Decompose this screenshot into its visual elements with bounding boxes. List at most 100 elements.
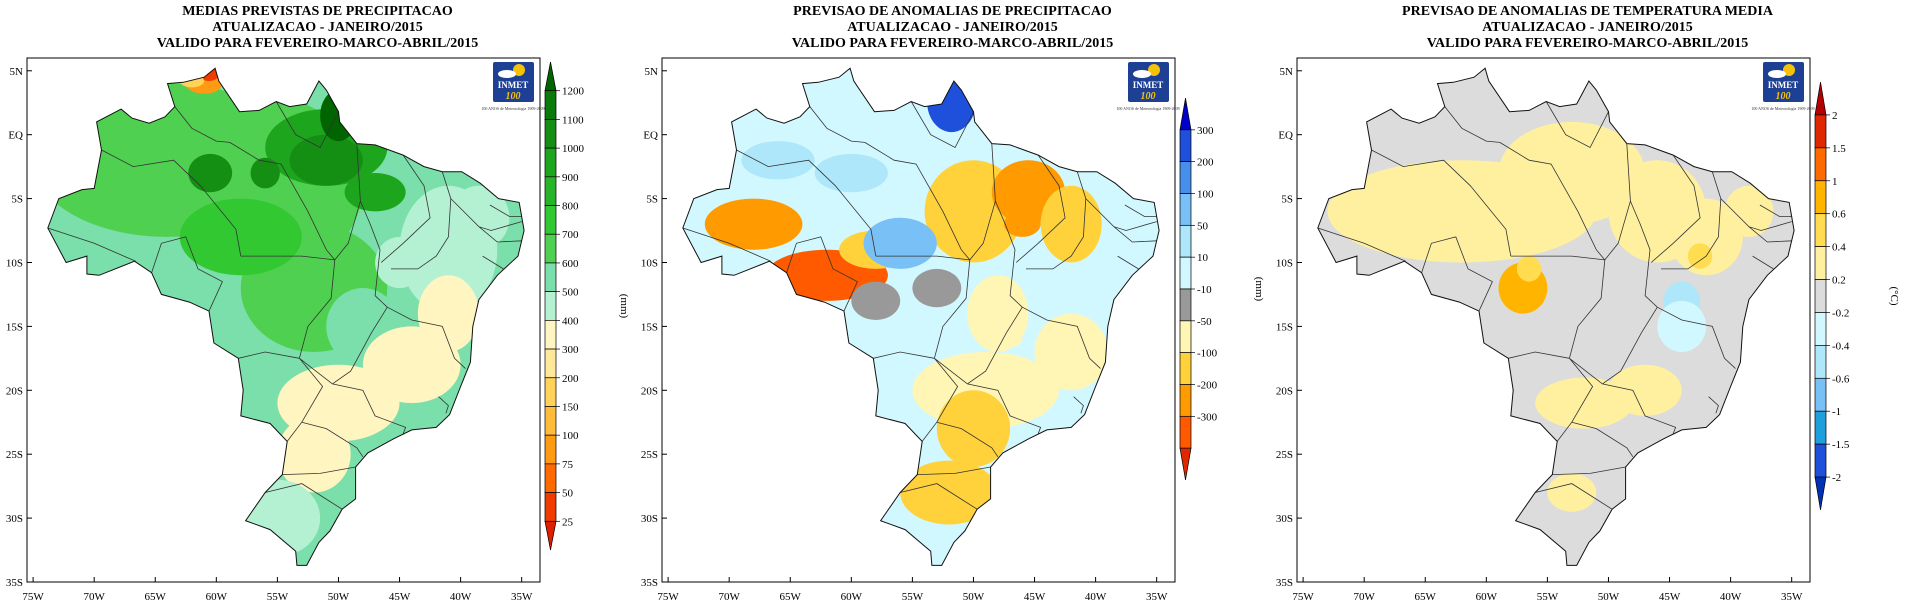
cloud-icon	[1133, 70, 1151, 78]
field-patch	[900, 460, 998, 525]
lon-label: 55W	[1537, 591, 1559, 603]
lat-label: 35S	[641, 577, 658, 589]
scale-swatch	[544, 147, 557, 178]
lon-label: 45W	[1024, 591, 1046, 603]
lat-label: 30S	[641, 513, 658, 525]
lat-label: 5S	[1281, 194, 1293, 206]
scale-arrow-top	[1179, 97, 1192, 131]
scale-swatch	[1814, 147, 1827, 182]
logo-number: 100	[1776, 91, 1791, 102]
lon-label: 45W	[389, 591, 411, 603]
title-line-2: ATUALIZACAO - JANEIRO/2015	[847, 20, 1058, 35]
scale-swatch	[1814, 410, 1827, 445]
title-line-3: VALIDO PARA FEVEREIRO-MARCO-ABRIL/2015	[1426, 36, 1749, 51]
lon-label: 60W	[841, 591, 863, 603]
scale-label: 75	[562, 459, 574, 471]
scale-swatch	[1179, 129, 1192, 163]
title-line-3: VALIDO PARA FEVEREIRO-MARCO-ABRIL/2015	[156, 36, 479, 51]
scale-swatch	[1179, 384, 1192, 417]
field-patch	[1608, 364, 1682, 416]
scale-swatch	[1179, 415, 1192, 449]
panel-title: MEDIAS PREVISTAS DE PRECIPITACAO ATUALIZ…	[0, 4, 635, 52]
scale-swatch	[544, 492, 557, 522]
logo-number: 100	[506, 91, 521, 102]
field-patch	[344, 173, 406, 212]
lon-label: 65W	[145, 591, 167, 603]
logo-caption: 100 ANOS de Meteorologia 1909-2009	[481, 106, 544, 111]
scale-label: 200	[562, 373, 579, 385]
field-patch	[179, 198, 302, 276]
scale-swatch	[544, 291, 557, 321]
title-line-3: VALIDO PARA FEVEREIRO-MARCO-ABRIL/2015	[791, 36, 1114, 51]
lon-label: 35W	[1781, 591, 1803, 603]
title-line-2: ATUALIZACAO - JANEIRO/2015	[1482, 20, 1693, 35]
logo-number: 100	[1141, 91, 1156, 102]
scale-swatch	[544, 377, 557, 407]
scale-swatch	[544, 205, 557, 235]
unit-label: (mm)	[1253, 277, 1265, 302]
lon-label: 40W	[1720, 591, 1742, 603]
lat-label: EQ	[8, 130, 23, 142]
scale-swatch	[1179, 224, 1192, 258]
lat-label: 10S	[6, 257, 23, 269]
scale-label: 700	[562, 229, 579, 241]
lon-label: 70W	[1353, 591, 1375, 603]
scale-swatch	[1179, 161, 1192, 194]
panel-title: PREVISAO DE ANOMALIAS DE TEMPERATURA MED…	[1270, 4, 1905, 52]
scale-label: 1100	[562, 114, 584, 126]
lon-label: 75W	[22, 591, 44, 603]
title-line-1: MEDIAS PREVISTAS DE PRECIPITACAO	[182, 4, 453, 19]
unit-label: (°C)	[1888, 286, 1900, 305]
scale-label: -1.5	[1832, 439, 1850, 451]
lat-label: 20S	[641, 385, 658, 397]
field-patch	[1004, 211, 1041, 237]
field-patch	[1034, 313, 1108, 391]
lat-label: 20S	[6, 385, 23, 397]
scale-label: 0.2	[1832, 275, 1846, 287]
lon-label: 40W	[450, 591, 472, 603]
logo-name: INMET	[1768, 80, 1799, 90]
scale-label: -0.6	[1832, 373, 1850, 385]
field-patch	[704, 198, 803, 250]
lon-label: 50W	[328, 591, 350, 603]
lon-label: 60W	[1476, 591, 1498, 603]
field-patch	[1516, 256, 1542, 282]
lat-label: 25S	[6, 449, 23, 461]
field-patch	[997, 331, 1023, 347]
scale-label: 50	[1197, 220, 1209, 232]
unit-label: (mm)	[618, 294, 630, 319]
lon-label: 35W	[511, 591, 533, 603]
lon-label: 75W	[657, 591, 679, 603]
shaded-field	[682, 68, 1160, 566]
field-patch	[741, 141, 815, 180]
field-patch	[448, 185, 510, 250]
sun-icon	[1148, 64, 1160, 76]
logo-caption: 100 ANOS de Meteorologia 1909-2009	[1751, 106, 1814, 111]
scale-swatch	[544, 233, 557, 264]
scale-label: -100	[1197, 348, 1218, 360]
scale-label: -0.2	[1832, 307, 1849, 319]
field-patch	[1657, 300, 1707, 352]
panel-anomaly-temp: PREVISAO DE ANOMALIAS DE TEMPERATURA MED…	[1270, 0, 1905, 606]
scale-label: -1	[1832, 406, 1841, 418]
lat-label: 20S	[1276, 385, 1293, 397]
scale-swatch	[1814, 213, 1827, 247]
lon-label: 60W	[206, 591, 228, 603]
scale-label: 10	[1197, 252, 1209, 264]
field-patch	[851, 281, 901, 320]
field-patch	[289, 134, 363, 186]
scale-label: 50	[562, 488, 574, 500]
logo-name: INMET	[1133, 80, 1164, 90]
lat-label: 10S	[1276, 257, 1293, 269]
field-patch	[1535, 377, 1633, 429]
scale-label: -50	[1197, 316, 1212, 328]
lon-label: 70W	[718, 591, 740, 603]
country-border	[1317, 67, 1795, 566]
lat-label: 35S	[6, 577, 23, 589]
panel-anomaly-precip: PREVISAO DE ANOMALIAS DE PRECIPITACAO AT…	[635, 0, 1270, 606]
scale-label: 0.6	[1832, 209, 1846, 221]
scale-swatch	[1179, 256, 1192, 290]
lat-label: 5S	[11, 194, 23, 206]
